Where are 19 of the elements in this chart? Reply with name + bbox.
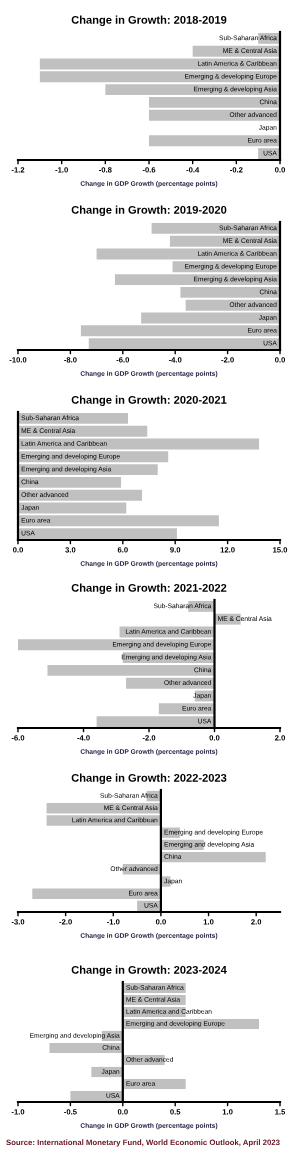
chart-title: Change in Growth: 2021-2022 xyxy=(71,583,227,595)
chart-title: Change in Growth: 2018-2019 xyxy=(71,15,227,27)
bar xyxy=(18,489,143,501)
bar xyxy=(18,412,129,424)
bar xyxy=(18,476,122,488)
bar xyxy=(18,515,219,527)
bar xyxy=(18,464,158,476)
bar xyxy=(32,888,161,899)
bar xyxy=(160,851,266,863)
bar xyxy=(18,528,177,540)
chart-title: Change in Growth: 2019-2020 xyxy=(71,205,227,217)
chart-title: Change in Growth: 2022-2023 xyxy=(71,773,227,785)
bar xyxy=(70,1090,123,1102)
chart-title: Change in Growth: 2023-2024 xyxy=(71,965,227,977)
bar xyxy=(49,1042,123,1054)
bar xyxy=(18,451,169,463)
chart-title: Change in Growth: 2020-2021 xyxy=(71,395,227,407)
bar xyxy=(18,425,148,437)
bar xyxy=(46,815,161,826)
